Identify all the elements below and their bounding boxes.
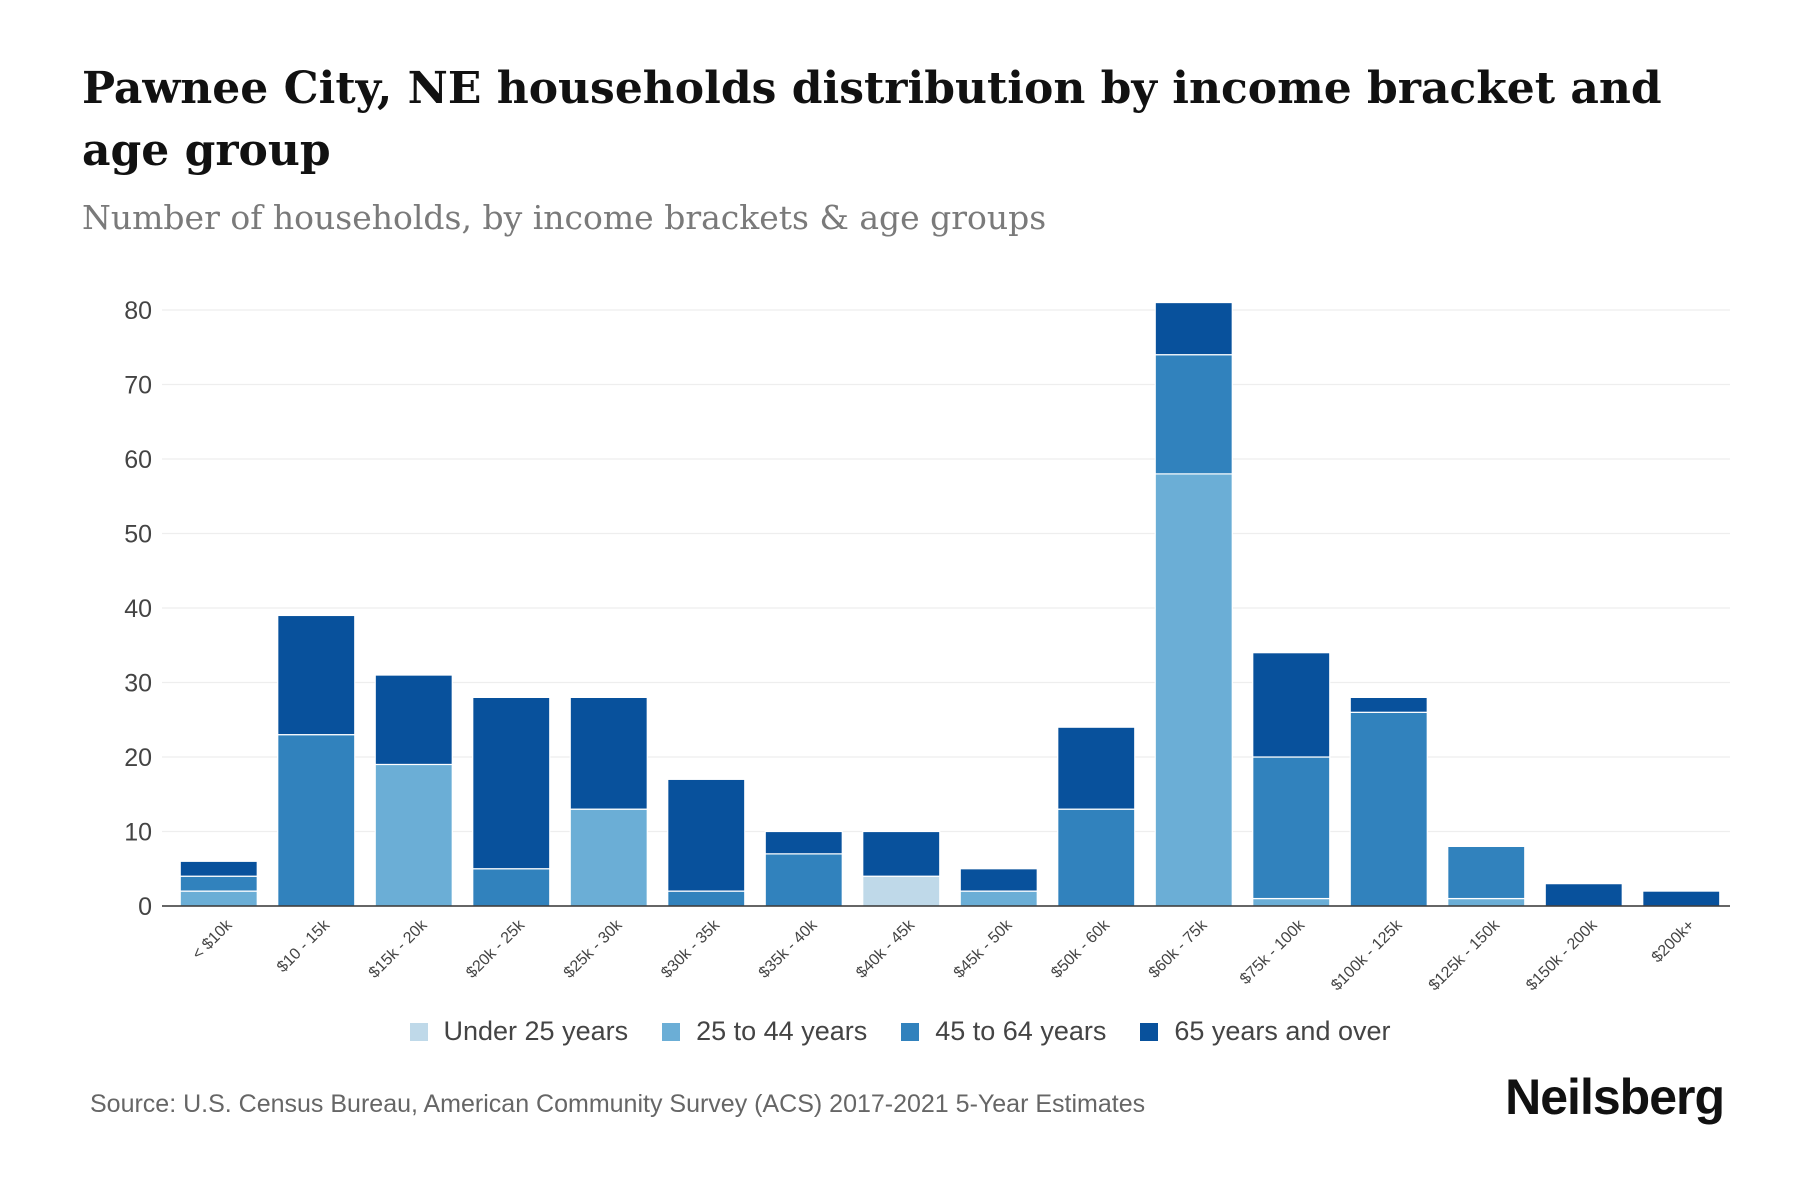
bar-segment (1642, 890, 1721, 907)
x-tick-label: $25k - 30k (561, 916, 627, 982)
bar-segment (959, 890, 1038, 907)
bar-segment (1252, 756, 1331, 900)
legend-label: 45 to 64 years (935, 1016, 1107, 1046)
x-tick-label: $35k - 40k (756, 916, 822, 982)
bar-segment (1154, 354, 1233, 475)
x-tick-label: $125k - 150k (1426, 916, 1504, 994)
x-tick-label: $200k+ (1649, 917, 1698, 966)
bar-segment (277, 614, 356, 736)
x-tick-label: $75k - 100k (1237, 916, 1309, 988)
x-tick-label: $45k - 50k (951, 916, 1017, 982)
x-axis-ticks: < $10k $10 - 15k $15k - 20k $20k - 25k $25k … (189, 916, 1698, 994)
bar-segment (374, 674, 453, 766)
y-tick-label: 80 (124, 297, 152, 325)
bar-segment (1057, 808, 1136, 907)
chart-subtitle: Number of households, by income brackets… (82, 198, 1047, 237)
bar-segment (1447, 897, 1526, 907)
bar-segment (179, 875, 258, 892)
x-tick-label: $50k - 60k (1048, 916, 1114, 982)
y-tick-label: 40 (124, 595, 152, 623)
bar-segment (1252, 652, 1331, 758)
legend-item: 45 to 64 years (901, 1016, 1106, 1047)
bar-segment (862, 875, 941, 907)
x-tick-label: $40k - 45k (853, 916, 919, 982)
bar-segment (1544, 883, 1623, 907)
legend-label: 65 years and over (1174, 1016, 1391, 1046)
y-tick-label: 10 (124, 819, 152, 847)
bar-segment (1154, 473, 1233, 907)
x-tick-label: < $10k (189, 916, 236, 963)
x-tick-label: $20k - 25k (463, 916, 529, 982)
bar-segment (1154, 301, 1233, 356)
bar-segment (569, 696, 648, 810)
bar-segment (764, 853, 843, 907)
legend-item: 65 years and over (1140, 1016, 1391, 1047)
y-tick-label: 50 (124, 521, 152, 549)
legend-item: 25 to 44 years (662, 1016, 867, 1047)
y-tick-label: 70 (124, 372, 152, 400)
chart-title: Pawnee City, NE households distribution … (82, 63, 1662, 176)
y-tick-label: 20 (124, 744, 152, 772)
y-tick-label: 0 (138, 893, 152, 921)
legend: Under 25 years 25 to 44 years 45 to 64 yea… (0, 1016, 1800, 1047)
legend-swatch (409, 1022, 428, 1041)
bar-segment (959, 868, 1038, 892)
bar-segment (1057, 726, 1136, 810)
bar-segment (862, 830, 941, 877)
legend-label: 25 to 44 years (696, 1016, 868, 1046)
source-note: Source: U.S. Census Bureau, American Com… (90, 1090, 1146, 1118)
stacked-bar-chart: 0 10 20 30 40 50 60 70 80 < $10k $10 - 15k $15k - … (124, 297, 1730, 994)
bar-segment (277, 734, 356, 907)
x-tick-label: $60k - 75k (1146, 916, 1212, 982)
legend-swatch (1140, 1022, 1159, 1041)
bar-segment (667, 890, 746, 907)
bars (179, 301, 1721, 907)
bar-segment (374, 763, 453, 907)
bar-segment (1252, 897, 1331, 907)
bar-segment (1349, 696, 1428, 713)
x-tick-label: $15k - 20k (366, 916, 432, 982)
brand-logo: Neilsberg (1505, 1069, 1725, 1125)
legend-swatch (901, 1022, 920, 1041)
bar-segment (569, 808, 648, 907)
bar-segment (764, 830, 843, 855)
x-tick-label: $150k - 200k (1523, 916, 1601, 994)
bar-segment (179, 860, 258, 877)
legend-label: Under 25 years (443, 1016, 629, 1046)
bar-segment (667, 778, 746, 892)
x-tick-label: $100k - 125k (1328, 916, 1406, 994)
bar-segment (472, 868, 551, 907)
bar-segment (179, 890, 258, 907)
legend-item: Under 25 years (409, 1016, 629, 1047)
x-tick-label: $30k - 35k (658, 916, 724, 982)
x-tick-label: $10 - 15k (274, 916, 334, 976)
y-tick-label: 30 (124, 670, 152, 698)
bar-segment (472, 696, 551, 870)
bar-segment (1349, 711, 1428, 907)
y-tick-label: 60 (124, 446, 152, 474)
legend-swatch (662, 1022, 681, 1041)
bar-segment (1447, 845, 1526, 900)
y-axis-ticks: 0 10 20 30 40 50 60 70 80 (124, 297, 152, 921)
